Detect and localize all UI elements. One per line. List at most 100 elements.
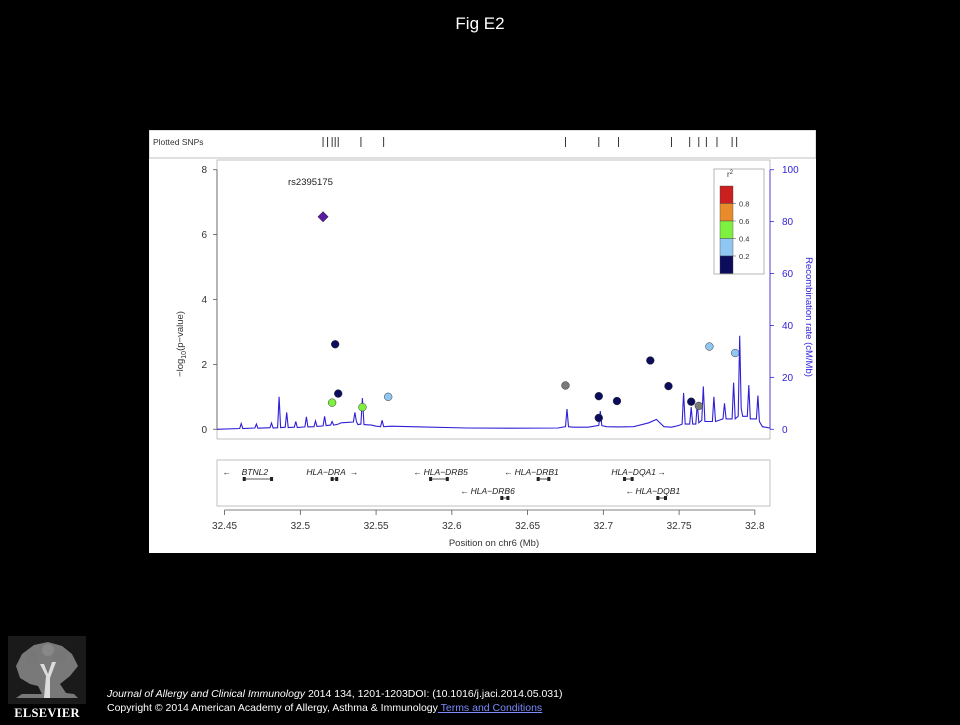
gene-annotations: BTNL2← HLA−DRA → HLA−DRB5← HLA−DRB1← HLA−DQA1…	[223, 467, 681, 500]
snp-point	[646, 356, 655, 365]
x-tick-label: 32.65	[515, 521, 540, 532]
elsevier-logo: ELSEVIER	[8, 636, 86, 720]
x-tick-label: 32.7	[594, 521, 614, 532]
snp-point	[327, 398, 337, 407]
gene-exon	[500, 496, 504, 500]
regional-association-plot: Plotted SNPs 0 2 4 6 8 0 20 40 60 80 100 rs239517…	[149, 130, 816, 553]
y2-tick-label: 80	[782, 217, 794, 228]
snp-point	[334, 389, 343, 398]
x-tick-label: 32.55	[364, 521, 389, 532]
y-axis-right: 0 20 40 60 80 100	[769, 165, 799, 436]
gene-strand-arrow: →	[657, 467, 666, 477]
gene-track	[216, 459, 771, 507]
legend-swatch	[719, 238, 734, 257]
citation-line: Journal of Allergy and Clinical Immunolo…	[107, 687, 563, 701]
snp-point	[594, 413, 603, 423]
gene-exon	[536, 477, 540, 481]
legend-swatch	[719, 203, 734, 222]
slide-title: Fig E2	[455, 14, 505, 33]
y-axis-left: 0 2 4 6 8	[201, 165, 218, 436]
gene-strand-arrow: ←	[223, 467, 232, 477]
snp-point	[731, 348, 740, 358]
y2-tick-label: 100	[782, 165, 799, 176]
legend-label: 0.6	[739, 217, 749, 226]
plotted-snps-label: Plotted SNPs	[153, 137, 204, 147]
legend-swatch	[719, 220, 734, 239]
gene-label: HLA−DRA	[306, 467, 346, 477]
legend-swatch	[719, 185, 734, 204]
y-tick-label: 4	[201, 295, 207, 306]
copyright-text: Copyright © 2014 American Academy of All…	[107, 702, 438, 714]
gene-label: HLA−DQA1	[611, 467, 656, 477]
recombination-rate-line	[216, 335, 771, 430]
gene-exon	[270, 477, 274, 481]
y2-axis-label: Recombination rate (cM/Mb)	[803, 257, 814, 377]
x-axis-label: Position on chr6 (Mb)	[449, 538, 539, 549]
x-tick-label: 32.75	[667, 521, 692, 532]
gene-strand-arrow: ←	[414, 467, 423, 477]
gene-exon	[547, 477, 551, 481]
gene-label: HLA−DRB6	[471, 486, 515, 496]
y2-tick-label: 60	[782, 269, 794, 280]
gene-exon	[335, 477, 339, 481]
journal-name: Journal of Allergy and Clinical Immunolo…	[107, 688, 306, 700]
lead-snp-label: rs2395175	[288, 177, 333, 188]
gene-label: HLA−DRB1	[515, 467, 559, 477]
x-tick-label: 32.45	[212, 521, 237, 532]
gene-exon	[630, 477, 634, 481]
gene-strand-arrow: ←	[626, 486, 635, 496]
r2-legend: r2 0.8 0.6 0.4 0.2	[713, 168, 765, 275]
snp-ticks	[322, 137, 738, 147]
gene-label: BTNL2	[242, 467, 269, 477]
terms-link[interactable]: Terms and Conditions	[437, 702, 543, 714]
y-tick-label: 2	[201, 360, 207, 371]
elsevier-tree-icon: ELSEVIER	[8, 636, 86, 720]
gene-exon	[506, 496, 510, 500]
gene-strand-arrow: →	[350, 467, 359, 477]
gene-exon	[242, 477, 246, 481]
snp-point	[664, 381, 673, 391]
gene-exon	[663, 496, 667, 500]
snp-points	[317, 211, 740, 423]
slide-footer: Journal of Allergy and Clinical Immunolo…	[107, 687, 563, 715]
y2-tick-label: 0	[782, 425, 788, 436]
y-tick-label: 6	[201, 230, 207, 241]
snp-track	[149, 130, 816, 159]
chart-svg: Plotted SNPs 0 2 4 6 8 0 20 40 60 80 100 rs239517…	[149, 130, 816, 549]
x-axis: 32.45 32.5 32.55 32.6 32.65 32.7 32.75 32.8	[212, 509, 765, 532]
gene-label: HLA−DQB1	[636, 486, 681, 496]
gene-strand-arrow: ←	[504, 467, 513, 477]
x-tick-label: 32.6	[442, 521, 462, 532]
y-tick-label: 8	[201, 165, 207, 176]
gene-strand-arrow: ←	[460, 486, 469, 496]
svg-text:ELSEVIER: ELSEVIER	[14, 706, 80, 720]
legend-label: 0.2	[739, 252, 749, 261]
gene-exon	[330, 477, 334, 481]
snp-point	[594, 392, 603, 401]
x-tick-label: 32.5	[291, 521, 311, 532]
copyright-line: Copyright © 2014 American Academy of All…	[107, 701, 563, 715]
snp-point	[687, 397, 696, 406]
y-axis-label: −log10(p−value)	[175, 311, 188, 377]
gene-exon	[429, 477, 433, 481]
legend-label: 0.8	[739, 200, 749, 209]
legend-title: r2	[727, 170, 734, 179]
gene-exon	[656, 496, 660, 500]
snp-point	[694, 401, 703, 411]
citation-text: 2014 134, 1201-1203DOI: (10.1016/j.jaci.…	[305, 688, 563, 700]
snp-point	[705, 342, 714, 351]
gene-exon	[623, 477, 627, 481]
gene-label: HLA−DRB5	[424, 467, 468, 477]
plot-area	[216, 159, 771, 440]
snp-point	[612, 396, 622, 406]
legend-bins: 0.8 0.6 0.4 0.2	[719, 185, 749, 274]
snp-point	[561, 381, 570, 390]
snp-point	[384, 392, 393, 401]
snp-point	[331, 340, 340, 349]
lead-snp-point	[317, 211, 329, 223]
snp-point	[358, 403, 367, 412]
y2-tick-label: 40	[782, 321, 794, 332]
y-tick-label: 0	[201, 425, 207, 436]
gene-exon	[445, 477, 449, 481]
recombination-layer	[216, 335, 771, 430]
